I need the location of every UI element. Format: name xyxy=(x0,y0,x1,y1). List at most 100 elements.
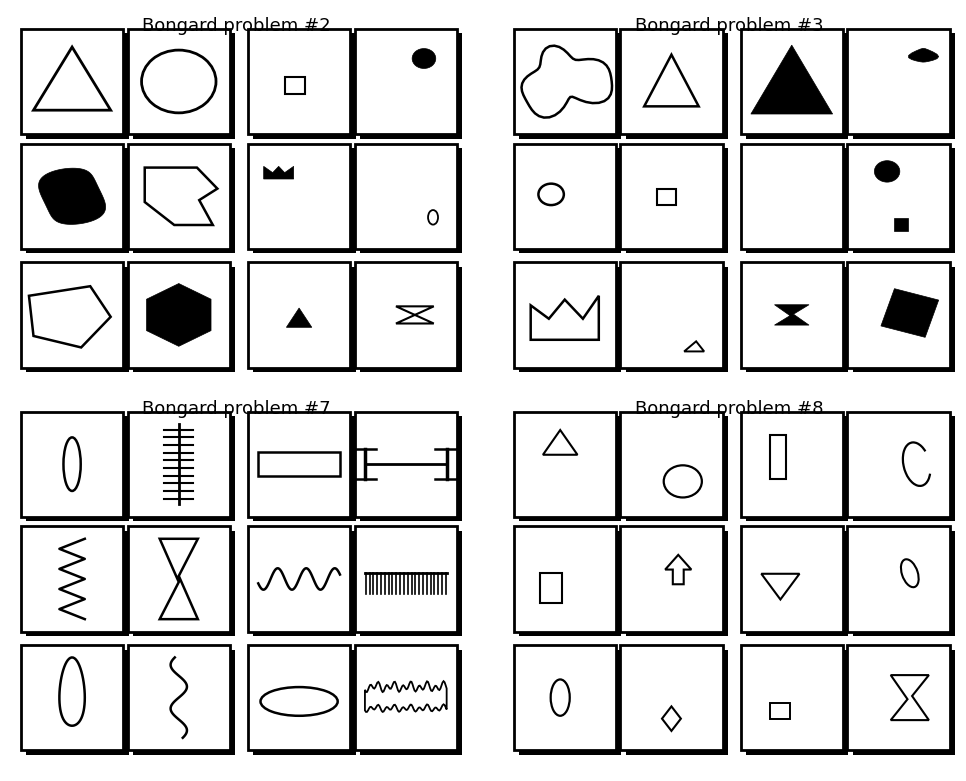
Bar xyxy=(847,526,950,632)
Text: Bongard problem #8: Bongard problem #8 xyxy=(635,400,824,418)
Text: Bongard problem #2: Bongard problem #2 xyxy=(142,17,331,35)
Bar xyxy=(248,29,350,134)
Bar xyxy=(253,416,355,522)
Bar xyxy=(253,531,355,637)
Bar xyxy=(847,262,950,368)
Bar xyxy=(519,531,621,637)
Bar xyxy=(253,148,355,254)
Bar xyxy=(540,572,561,603)
Bar xyxy=(355,526,457,632)
Bar xyxy=(26,34,128,139)
Bar xyxy=(626,650,728,754)
Bar xyxy=(626,34,728,139)
Bar xyxy=(847,412,950,517)
Bar xyxy=(355,262,457,368)
Polygon shape xyxy=(775,305,809,325)
Bar xyxy=(128,412,230,517)
Bar xyxy=(360,531,463,637)
Bar xyxy=(248,262,350,368)
Bar xyxy=(746,148,848,254)
Bar xyxy=(355,29,457,134)
Bar xyxy=(514,29,616,134)
Bar xyxy=(847,645,950,751)
Bar xyxy=(360,267,463,372)
Bar xyxy=(853,650,955,754)
Bar xyxy=(626,148,728,254)
Bar xyxy=(853,416,955,522)
Bar xyxy=(355,412,457,517)
Bar xyxy=(894,219,908,230)
Polygon shape xyxy=(286,308,312,327)
Bar xyxy=(746,531,848,637)
Bar xyxy=(770,436,786,480)
Bar xyxy=(26,531,128,637)
Bar xyxy=(514,262,616,368)
Bar xyxy=(133,650,236,754)
Bar xyxy=(253,267,355,372)
Bar xyxy=(133,531,236,637)
Bar xyxy=(620,29,723,134)
Bar xyxy=(248,645,350,751)
Bar xyxy=(626,267,728,372)
Bar xyxy=(360,148,463,254)
Bar xyxy=(128,29,230,134)
Bar xyxy=(746,416,848,522)
Bar xyxy=(620,526,723,632)
Bar xyxy=(741,262,842,368)
Bar xyxy=(746,267,848,372)
Polygon shape xyxy=(909,48,939,62)
Circle shape xyxy=(874,161,899,182)
Bar xyxy=(620,412,723,517)
Bar xyxy=(741,526,842,632)
Bar xyxy=(21,412,124,517)
Bar xyxy=(21,29,124,134)
Bar xyxy=(285,77,304,94)
Bar xyxy=(519,650,621,754)
Bar xyxy=(853,148,955,254)
Bar xyxy=(519,267,621,372)
Bar xyxy=(771,703,790,719)
Bar xyxy=(626,531,728,637)
Polygon shape xyxy=(751,45,833,114)
Bar xyxy=(514,144,616,249)
Bar xyxy=(657,189,676,205)
Text: Bongard problem #3: Bongard problem #3 xyxy=(635,17,824,35)
Bar xyxy=(741,144,842,249)
Bar xyxy=(133,34,236,139)
Polygon shape xyxy=(881,289,939,337)
Bar xyxy=(626,416,728,522)
Bar xyxy=(258,452,340,476)
Bar xyxy=(514,526,616,632)
Bar xyxy=(853,34,955,139)
Bar xyxy=(355,645,457,751)
Bar xyxy=(741,645,842,751)
Bar xyxy=(133,416,236,522)
Bar xyxy=(746,34,848,139)
Bar xyxy=(128,526,230,632)
Bar xyxy=(514,645,616,751)
Bar xyxy=(248,526,350,632)
Bar xyxy=(620,262,723,368)
Polygon shape xyxy=(264,166,294,179)
Bar xyxy=(133,267,236,372)
Bar xyxy=(133,148,236,254)
Bar xyxy=(853,531,955,637)
Bar xyxy=(253,34,355,139)
Text: Bongard problem #7: Bongard problem #7 xyxy=(142,400,331,418)
Bar xyxy=(746,650,848,754)
Bar xyxy=(741,412,842,517)
Bar xyxy=(21,144,124,249)
Bar xyxy=(128,645,230,751)
Bar xyxy=(253,650,355,754)
Bar xyxy=(21,526,124,632)
Polygon shape xyxy=(39,168,105,224)
Bar xyxy=(847,144,950,249)
Bar xyxy=(26,267,128,372)
Bar xyxy=(360,416,463,522)
Bar xyxy=(853,267,955,372)
Bar xyxy=(519,416,621,522)
Bar xyxy=(847,29,950,134)
Bar xyxy=(248,144,350,249)
Bar xyxy=(514,412,616,517)
Bar xyxy=(360,34,463,139)
